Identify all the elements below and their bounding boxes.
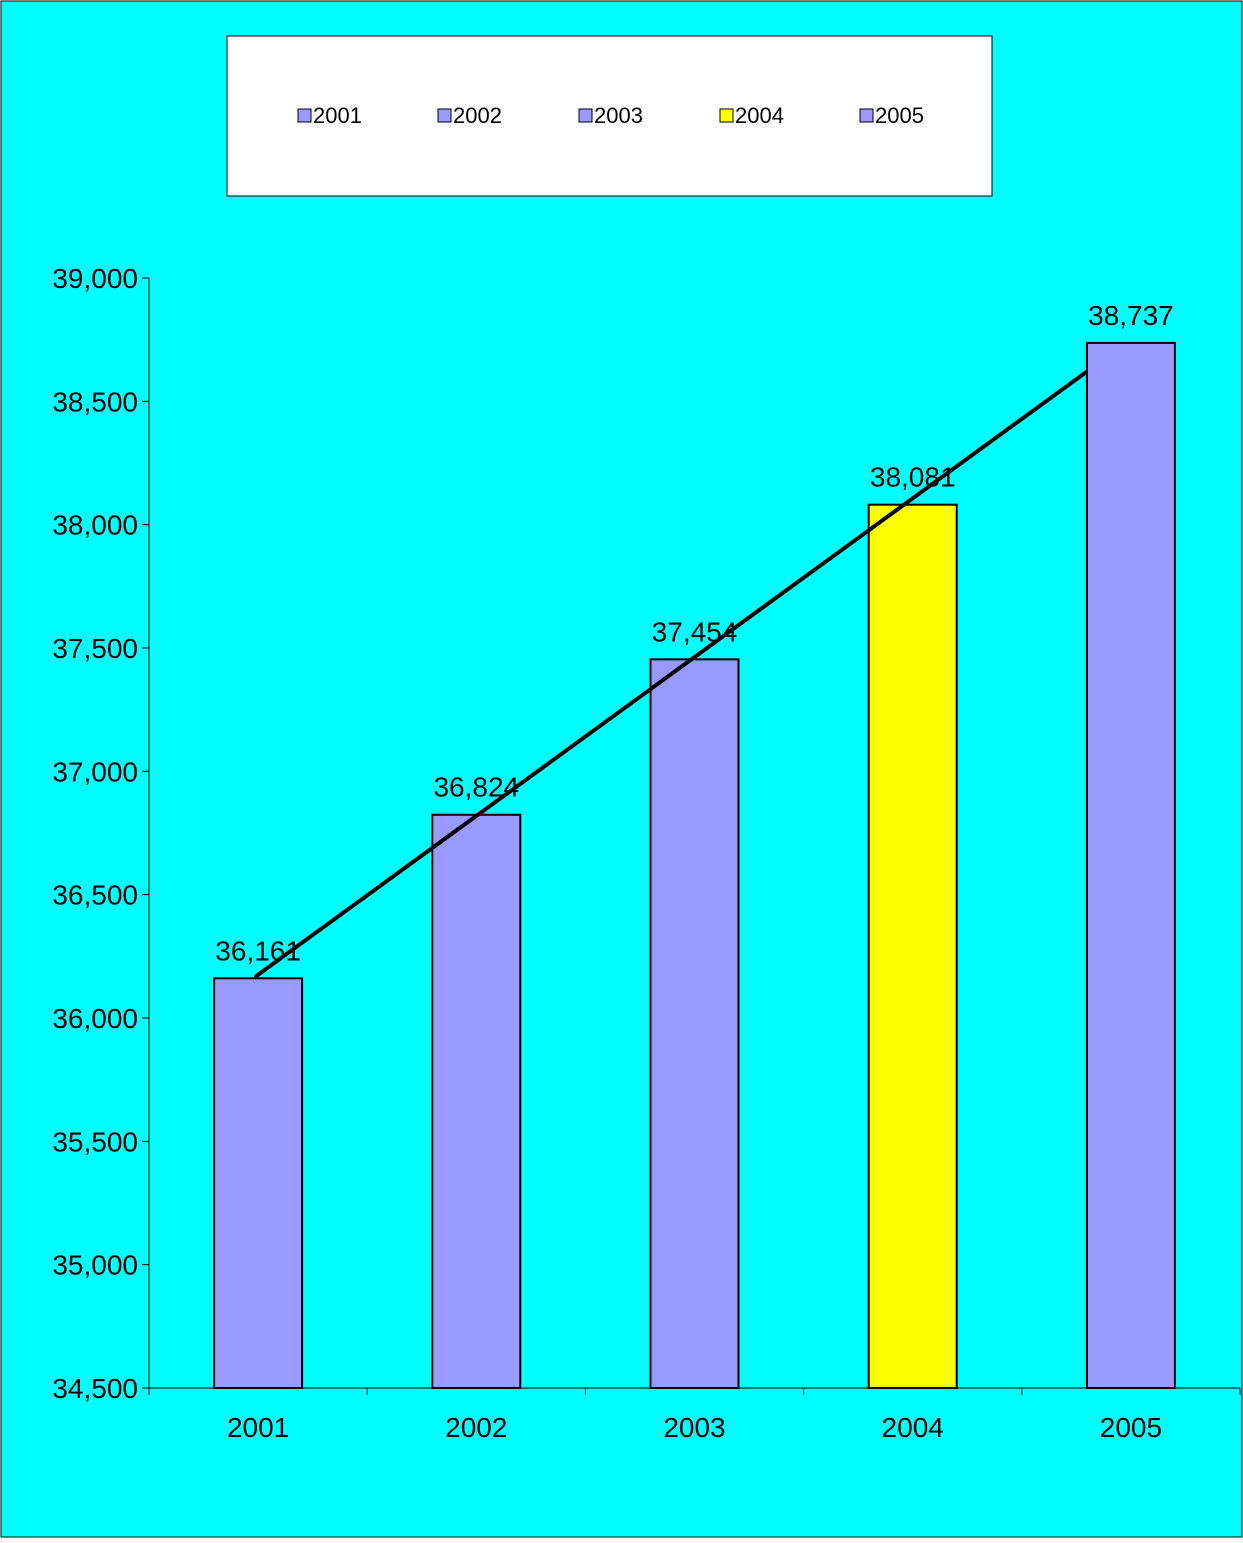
legend-label-2003: 2003 (594, 103, 643, 128)
legend-swatch-2003 (579, 109, 592, 122)
legend-swatch-2002 (438, 109, 451, 122)
y-tick-label: 34,500 (52, 1373, 138, 1404)
x-tick-label: 2002 (445, 1412, 507, 1443)
x-tick-label: 2001 (227, 1412, 289, 1443)
x-tick-label: 2003 (663, 1412, 725, 1443)
legend-swatch-2001 (298, 109, 311, 122)
bar-2002 (432, 815, 520, 1388)
data-label-2005: 38,737 (1088, 300, 1174, 331)
y-tick-label: 36,000 (52, 1003, 138, 1034)
legend-label-2005: 2005 (875, 103, 924, 128)
y-tick-label: 35,500 (52, 1126, 138, 1157)
y-tick-label: 36,500 (52, 880, 138, 911)
legend-swatch-2004 (720, 109, 733, 122)
y-tick-label: 39,000 (52, 263, 138, 294)
bar-2005 (1087, 343, 1175, 1388)
bar-2003 (651, 659, 739, 1388)
x-tick-label: 2005 (1100, 1412, 1162, 1443)
data-label-2002: 36,824 (433, 772, 519, 803)
data-label-2003: 37,454 (652, 616, 738, 647)
legend-label-2002: 2002 (453, 103, 502, 128)
bar-2004 (869, 505, 957, 1388)
y-tick-label: 38,500 (52, 386, 138, 417)
bar-2001 (214, 978, 302, 1388)
y-tick-label: 38,000 (52, 510, 138, 541)
y-tick-label: 37,500 (52, 633, 138, 664)
x-tick-label: 2004 (882, 1412, 944, 1443)
legend-label-2004: 2004 (735, 103, 784, 128)
y-tick-label: 37,000 (52, 756, 138, 787)
legend-label-2001: 2001 (313, 103, 362, 128)
legend-swatch-2005 (860, 109, 873, 122)
y-tick-label: 35,000 (52, 1250, 138, 1281)
